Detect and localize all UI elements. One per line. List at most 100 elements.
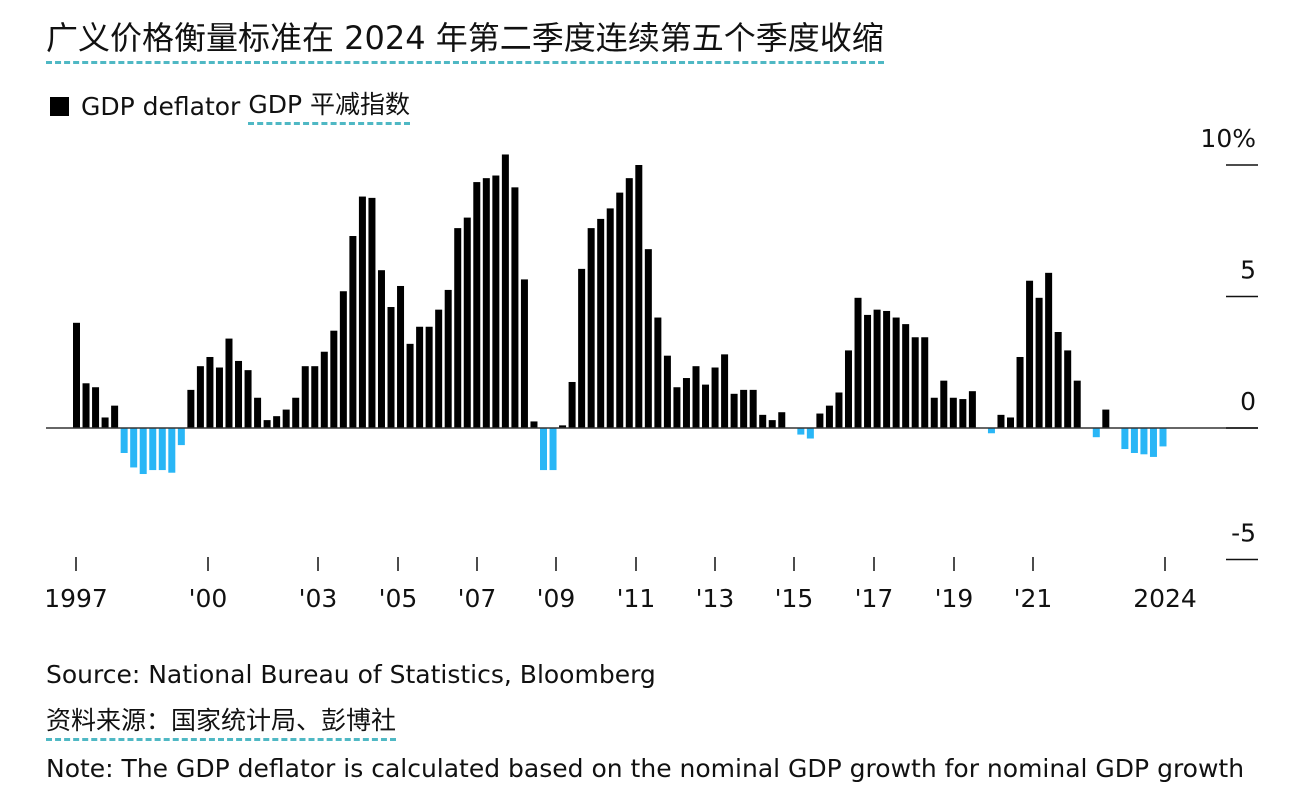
bar bbox=[768, 420, 776, 428]
bar bbox=[416, 326, 424, 428]
bar bbox=[644, 249, 652, 428]
bar bbox=[540, 428, 547, 471]
x-tick-label: 2024 bbox=[1133, 584, 1197, 613]
bar bbox=[730, 393, 738, 428]
y-tick-label: -5 bbox=[1231, 519, 1256, 548]
bar bbox=[120, 428, 128, 453]
x-tick-label: '03 bbox=[299, 584, 338, 613]
bar bbox=[873, 309, 881, 428]
bar bbox=[92, 387, 100, 428]
y-tick-label: 5 bbox=[1240, 256, 1256, 285]
bar bbox=[663, 355, 671, 428]
source-zh[interactable]: 资料来源：国家统计局、彭博社 bbox=[46, 704, 397, 741]
bar bbox=[358, 196, 366, 428]
legend-label-en: GDP deflator bbox=[81, 91, 241, 121]
bar bbox=[397, 285, 405, 428]
bar bbox=[597, 218, 605, 428]
bar bbox=[1073, 380, 1081, 428]
bar bbox=[177, 428, 185, 446]
bar bbox=[949, 397, 957, 428]
bar bbox=[349, 236, 357, 428]
bar bbox=[101, 417, 109, 428]
source-en: Source: National Bureau of Statistics, B… bbox=[46, 660, 656, 689]
bar bbox=[1092, 428, 1100, 438]
bar bbox=[282, 409, 290, 428]
bar bbox=[406, 343, 414, 428]
x-tick-label: '05 bbox=[379, 584, 418, 613]
bar bbox=[501, 154, 509, 429]
bar bbox=[244, 370, 252, 428]
bar bbox=[473, 182, 481, 428]
bar bbox=[625, 178, 633, 428]
bar bbox=[568, 381, 576, 428]
bar bbox=[1007, 417, 1015, 428]
bar bbox=[1149, 428, 1157, 457]
legend-label-zh[interactable]: GDP 平减指数 bbox=[248, 88, 410, 125]
bar bbox=[578, 268, 586, 428]
bar bbox=[682, 378, 690, 428]
bar bbox=[844, 350, 852, 428]
bar bbox=[921, 337, 929, 428]
bar bbox=[1121, 428, 1129, 450]
bar bbox=[816, 413, 824, 428]
bar bbox=[206, 356, 214, 428]
bar bbox=[587, 228, 595, 428]
bar bbox=[311, 366, 319, 428]
bar bbox=[721, 354, 729, 428]
legend: GDP deflator GDP 平减指数 bbox=[50, 88, 410, 125]
bar bbox=[254, 397, 262, 428]
x-tick-label: '21 bbox=[1014, 584, 1053, 613]
bar bbox=[511, 187, 519, 428]
legend-swatch bbox=[50, 97, 69, 116]
bar bbox=[559, 425, 567, 428]
bar bbox=[530, 421, 538, 428]
x-tick-label: '17 bbox=[855, 584, 894, 613]
bar bbox=[968, 391, 976, 428]
bar bbox=[187, 389, 195, 428]
bar bbox=[825, 405, 833, 428]
bar bbox=[301, 366, 309, 428]
x-tick-label: '09 bbox=[537, 584, 576, 613]
bar bbox=[940, 380, 948, 428]
bar bbox=[330, 330, 338, 428]
bar bbox=[82, 383, 90, 428]
bar bbox=[368, 197, 376, 429]
x-tick-label: '13 bbox=[696, 584, 735, 613]
bar bbox=[339, 291, 347, 428]
bar bbox=[1054, 332, 1062, 428]
bar bbox=[854, 297, 862, 428]
bar bbox=[225, 338, 233, 428]
x-tick-label: '11 bbox=[617, 584, 656, 613]
bar bbox=[168, 428, 176, 473]
bar bbox=[883, 310, 891, 428]
bar bbox=[130, 428, 138, 468]
bar bbox=[520, 279, 528, 428]
bar bbox=[759, 414, 767, 428]
bar bbox=[292, 397, 300, 428]
bar bbox=[930, 397, 938, 428]
bar bbox=[549, 428, 557, 471]
bar bbox=[616, 192, 624, 428]
bar bbox=[454, 228, 462, 428]
x-tick-label: '07 bbox=[458, 584, 497, 613]
bar bbox=[111, 405, 119, 428]
bar bbox=[149, 428, 157, 471]
x-tick-label: '15 bbox=[775, 584, 814, 613]
bar bbox=[654, 317, 662, 428]
chart-title: 广义价格衡量标准在 2024 年第二季度连续第五个季度收缩 bbox=[46, 16, 884, 64]
note: Note: The GDP deflator is calculated bas… bbox=[46, 754, 1245, 783]
bar bbox=[740, 389, 748, 428]
bar bbox=[673, 387, 681, 428]
bar bbox=[482, 178, 490, 428]
bar bbox=[1102, 409, 1110, 428]
bar bbox=[911, 337, 919, 428]
bar bbox=[425, 326, 433, 428]
bar bbox=[215, 367, 223, 428]
bar bbox=[435, 309, 443, 428]
bar bbox=[1064, 350, 1072, 428]
bar bbox=[463, 217, 471, 428]
bar bbox=[492, 175, 500, 428]
bar bbox=[235, 360, 243, 428]
bar bbox=[749, 389, 757, 428]
bar bbox=[797, 428, 805, 435]
